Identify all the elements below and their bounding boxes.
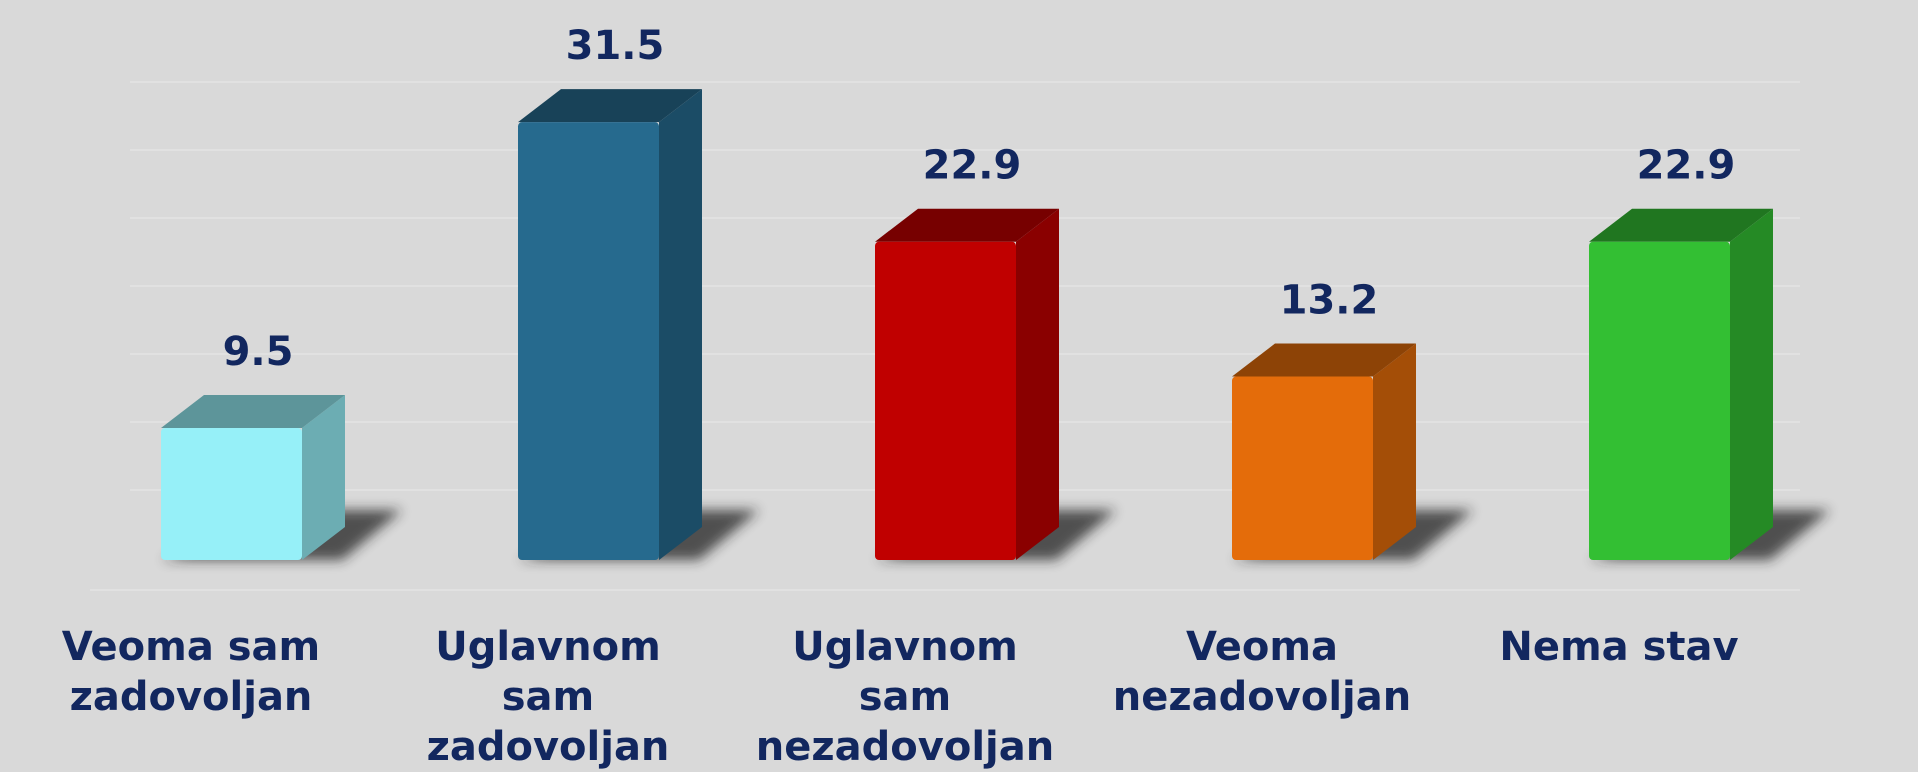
bar bbox=[1589, 241, 1730, 560]
page: {"chart_data": {"type": "bar3d", "catego… bbox=[61, 23, 1830, 770]
value-label: 22.9 bbox=[1637, 143, 1736, 189]
chart: 9.5 31.5 22.9 13.2 22.9 bbox=[90, 23, 1830, 591]
category-label: Uglavnom sam nezadovoljan bbox=[755, 624, 1055, 770]
category-label: Nema stav bbox=[1499, 624, 1739, 670]
bar-side bbox=[1016, 208, 1059, 560]
value-label: 13.2 bbox=[1280, 278, 1379, 324]
bar bbox=[1232, 376, 1373, 560]
bar-top bbox=[1589, 208, 1773, 242]
bar bbox=[518, 122, 659, 561]
bar-side bbox=[1373, 343, 1416, 560]
bar-top bbox=[518, 89, 702, 123]
bar bbox=[161, 427, 302, 560]
category-label: Veoma sam zadovoljan bbox=[61, 624, 321, 720]
category-label: Veoma nezadovoljan bbox=[1112, 624, 1412, 720]
category-label: Uglavnom sam zadovoljan bbox=[426, 624, 670, 770]
bar-side bbox=[659, 89, 702, 561]
bar-side bbox=[302, 394, 345, 560]
value-label: 9.5 bbox=[223, 329, 294, 375]
bar-top bbox=[1232, 343, 1416, 377]
value-label: 31.5 bbox=[566, 23, 665, 69]
bar-side bbox=[1730, 208, 1773, 560]
bar-top bbox=[161, 394, 345, 428]
bar-top bbox=[875, 208, 1059, 242]
value-label: 22.9 bbox=[923, 143, 1022, 189]
bar bbox=[875, 241, 1016, 560]
